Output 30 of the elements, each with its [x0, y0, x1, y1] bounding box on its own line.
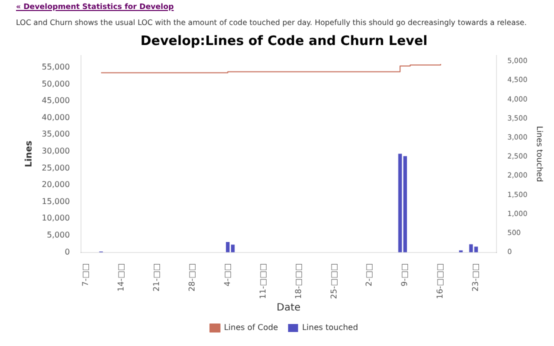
y-tick-label: 40,000	[42, 112, 70, 122]
x-axis-title: Date	[276, 302, 301, 314]
y-axis-title: Lines	[24, 140, 35, 168]
y-tick-label: 10,000	[42, 214, 70, 223]
y-tick-label: 55,000	[42, 62, 70, 72]
y-tick-label: 0	[64, 247, 70, 256]
y-tick-label: 15,000	[42, 196, 70, 206]
x-tick-label: 4-□□	[222, 263, 232, 286]
x-tick-label: 14-□□	[116, 263, 126, 292]
x-tick-label: 21-□□	[152, 263, 161, 292]
x-tick-label: 7-□□	[80, 263, 90, 286]
x-tick-label: 23-□□	[471, 263, 480, 292]
x-tick-label: 11-□□□	[258, 263, 268, 300]
y-tick-label: 30,000	[42, 146, 70, 156]
x-tick-label: 9-□□	[400, 263, 410, 286]
y-tick-label: 35,000	[42, 130, 70, 139]
x-tick-label: 28-□□	[187, 263, 196, 292]
y-tick-label: 45,000	[42, 96, 70, 106]
x-tick-label: 25-□□□	[329, 263, 338, 300]
x-tick-label: 18-□□□	[294, 263, 303, 300]
y2-axis-title: Lines touched	[535, 126, 544, 182]
y-tick-label: 25,000	[42, 163, 70, 172]
y-tick-label: 5,000	[46, 230, 70, 240]
x-tick-label: 2-□□	[364, 263, 374, 286]
x-tick-label: 16-□□□	[436, 263, 445, 300]
chart-title: Develop:Lines of Code and Churn Level	[140, 34, 428, 50]
legend-label: Lines of Code	[224, 323, 278, 332]
y-tick-label: 20,000	[42, 180, 70, 190]
legend-label: Lines touched	[302, 323, 358, 332]
y-tick-label: 50,000	[42, 79, 70, 88]
